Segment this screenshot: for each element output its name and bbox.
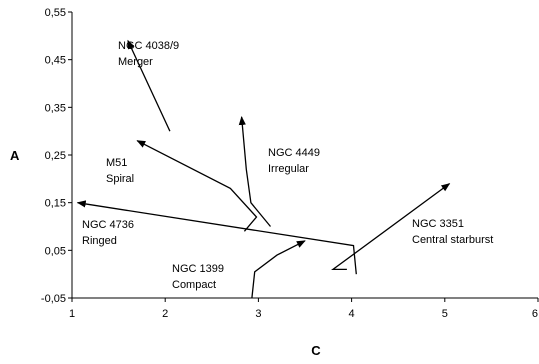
series-label-ngc4736: Ringed [82, 235, 117, 247]
y-tick-label: 0,25 [45, 150, 66, 162]
series-label-ngc3351: Central starburst [412, 234, 493, 246]
series-label-ngc4038: Merger [118, 56, 153, 68]
series-arrow-ngc4449 [238, 116, 272, 227]
series-arrow-ngc3351 [331, 183, 451, 271]
series-arrow-m51 [136, 140, 258, 232]
series-label-ngc1399: Compact [172, 279, 216, 291]
y-tick-label: 0,55 [45, 7, 66, 19]
series-annotations: NGC 4038/9 Merger M51 Spiral NGC 4449 Irregul… [82, 40, 493, 291]
y-tick-label: 0,15 [45, 198, 66, 210]
series-layer [76, 39, 451, 299]
series-arrow-ngc4736 [76, 200, 357, 275]
y-tick-label: -0,05 [41, 293, 66, 305]
series-label-ngc1399: NGC 1399 [172, 263, 224, 275]
series-label-ngc4736: NGC 4736 [82, 219, 134, 231]
x-tick-label: 6 [532, 308, 538, 320]
x-tick-label: 2 [162, 308, 168, 320]
series-label-ngc4449: Irregular [268, 163, 309, 175]
series-label-m51: M51 [106, 157, 127, 169]
x-tick-label: 3 [255, 308, 261, 320]
x-tick-label: 5 [442, 308, 448, 320]
y-axis-ticks: -0,05 0,05 0,15 0,25 0,35 0,45 0,55 [41, 7, 72, 305]
series-arrow-ngc1399 [251, 240, 306, 299]
y-tick-label: 0,45 [45, 55, 66, 67]
series-label-ngc4449: NGC 4449 [268, 147, 320, 159]
series-label-ngc3351: NGC 3351 [412, 218, 464, 230]
series-label-m51: Spiral [106, 173, 134, 185]
x-axis-title: C [311, 343, 321, 358]
y-tick-label: 0,35 [45, 102, 66, 114]
x-axis-ticks: 1 2 3 4 5 6 [69, 298, 539, 320]
x-tick-label: 1 [69, 308, 75, 320]
x-tick-label: 4 [349, 308, 355, 320]
y-axis-title: A [10, 148, 20, 163]
y-tick-label: 0,05 [45, 245, 66, 257]
series-label-ngc4038: NGC 4038/9 [118, 40, 179, 52]
series-arrow-ngc4038 [127, 39, 171, 132]
